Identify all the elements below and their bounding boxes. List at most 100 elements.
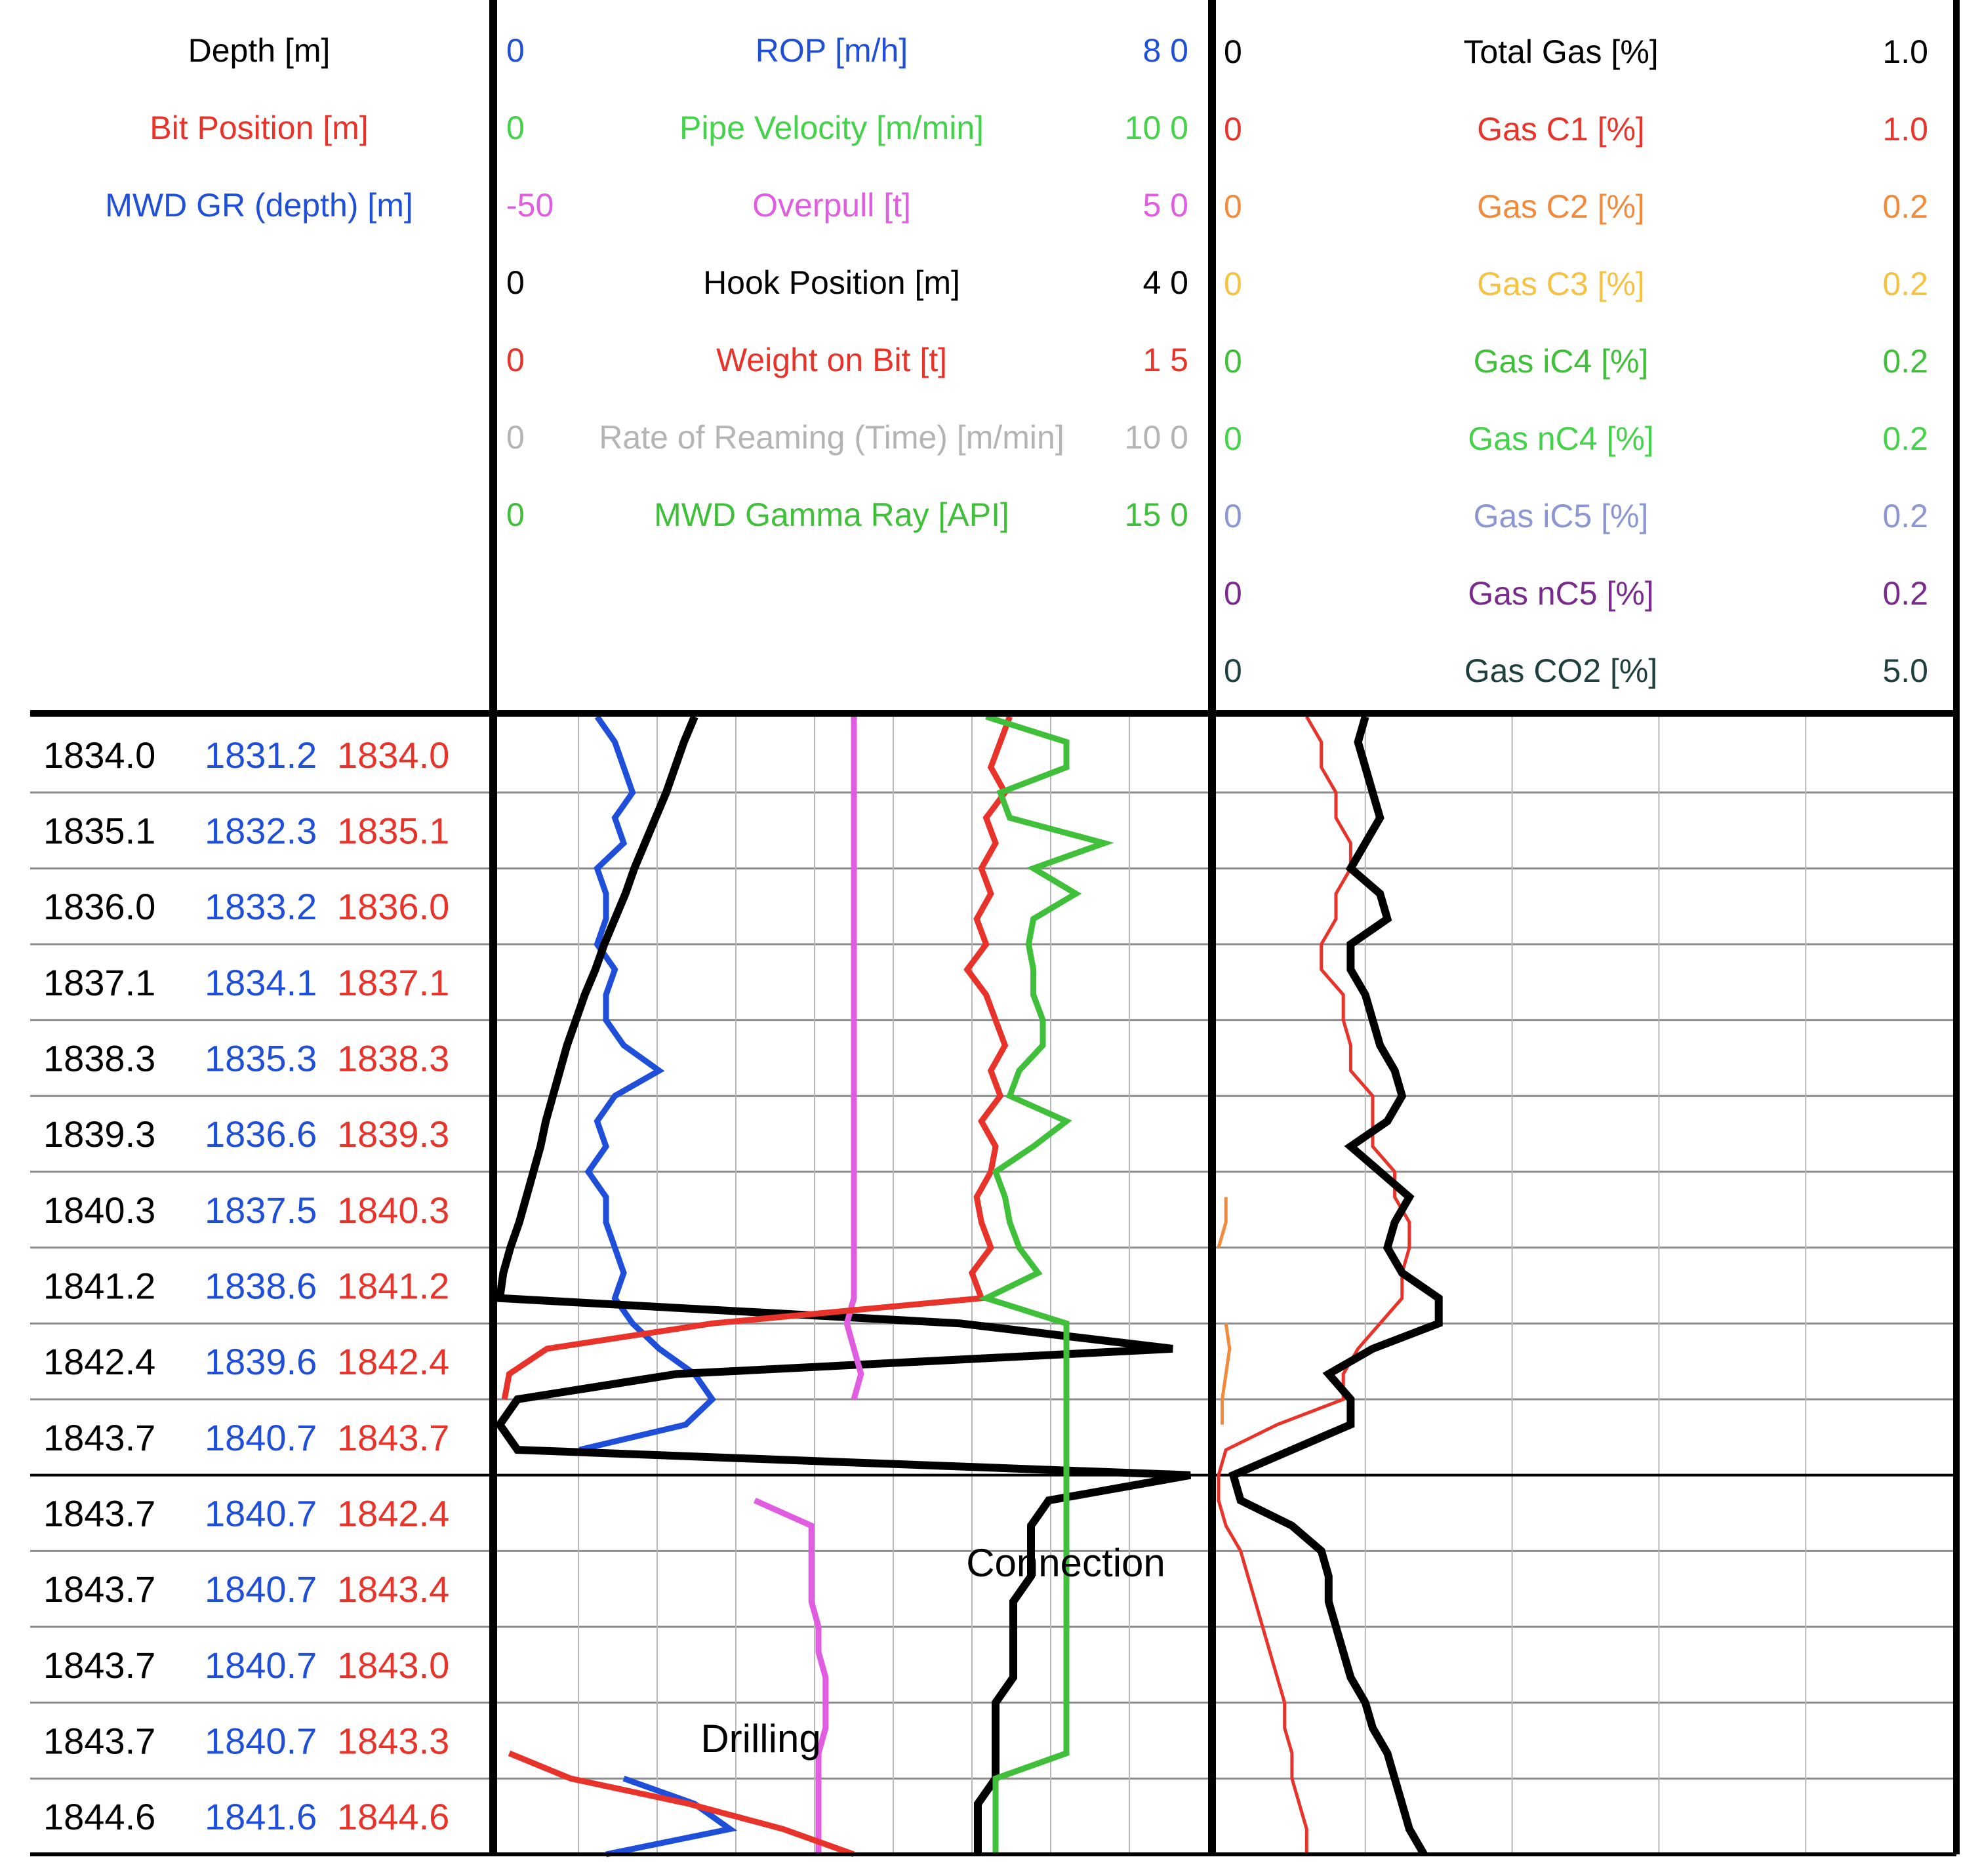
depth-track-header-label: Bit Position [m] bbox=[150, 110, 368, 146]
mwd-gr-depth-value: 1840.7 bbox=[205, 1493, 317, 1534]
curve-name-label: Gas nC4 [%] bbox=[1468, 420, 1653, 457]
curve-total-gas bbox=[1228, 715, 1443, 1857]
depth-value: 1843.7 bbox=[43, 1417, 155, 1458]
bit-position-value: 1844.6 bbox=[337, 1796, 449, 1837]
curve-name-label: Weight on Bit [t] bbox=[716, 342, 947, 378]
curve-weight-on-bit bbox=[501, 715, 1013, 1858]
scale-min-label: 0 bbox=[1224, 111, 1242, 148]
scale-min-label: 0 bbox=[1224, 188, 1242, 225]
scale-max-label: 4 0 bbox=[1142, 264, 1188, 301]
depth-value: 1843.7 bbox=[43, 1645, 155, 1686]
curve-gas-c2 bbox=[1217, 1197, 1232, 1425]
scale-max-label: 0.2 bbox=[1882, 420, 1928, 457]
mwd-gr-depth-value: 1835.3 bbox=[205, 1038, 317, 1079]
scale-max-label: 5.0 bbox=[1882, 652, 1928, 689]
scale-min-label: 0 bbox=[1224, 420, 1242, 457]
frame-layer bbox=[30, 0, 1960, 1856]
scale-max-label: 0.2 bbox=[1882, 575, 1928, 612]
scale-max-label: 10 0 bbox=[1125, 419, 1188, 456]
curves-layer bbox=[495, 713, 1443, 1858]
scale-max-label: 8 0 bbox=[1142, 32, 1188, 69]
scale-max-label: 5 0 bbox=[1142, 187, 1188, 224]
bit-position-value: 1843.7 bbox=[337, 1417, 449, 1458]
curve-rop bbox=[578, 715, 738, 1858]
curve-name-label: Gas nC5 [%] bbox=[1468, 575, 1653, 612]
scale-min-label: 0 bbox=[506, 32, 525, 69]
curve-name-label: Gas C3 [%] bbox=[1477, 266, 1645, 302]
scale-max-label: 1 5 bbox=[1142, 342, 1188, 378]
scale-min-label: -50 bbox=[506, 187, 554, 224]
scale-min-label: 0 bbox=[1224, 266, 1242, 302]
bit-position-value: 1839.3 bbox=[337, 1113, 449, 1155]
drilling-annotation: Drilling bbox=[700, 1717, 820, 1761]
depth-value: 1835.1 bbox=[43, 810, 155, 852]
curve-name-label: Gas C2 [%] bbox=[1477, 188, 1645, 225]
curve-name-label: Gas iC5 [%] bbox=[1474, 498, 1649, 534]
curve-name-label: MWD Gamma Ray [API] bbox=[654, 496, 1009, 533]
scale-min-label: 0 bbox=[506, 419, 525, 456]
mwd-gr-depth-value: 1841.6 bbox=[205, 1796, 317, 1837]
bit-position-value: 1843.3 bbox=[337, 1721, 449, 1762]
scale-min-label: 0 bbox=[506, 496, 525, 533]
bit-position-value: 1840.3 bbox=[337, 1189, 449, 1231]
mwd-gr-depth-value: 1840.7 bbox=[205, 1417, 317, 1458]
curve-name-label: Rate of Reaming (Time) [m/min] bbox=[599, 419, 1064, 456]
depth-value: 1843.7 bbox=[43, 1568, 155, 1610]
curve-name-label: Total Gas [%] bbox=[1463, 33, 1658, 70]
curve-mwd-gamma-ray bbox=[978, 713, 1114, 1854]
curve-name-label: Gas CO2 [%] bbox=[1465, 652, 1658, 689]
bit-position-value: 1841.2 bbox=[337, 1266, 449, 1307]
scale-max-label: 0.2 bbox=[1882, 498, 1928, 534]
curve-name-label: Gas iC4 [%] bbox=[1474, 343, 1649, 380]
mwd-gr-depth-value: 1831.2 bbox=[205, 734, 317, 776]
scale-max-label: 15 0 bbox=[1125, 496, 1188, 533]
mwd-gr-depth-value: 1839.6 bbox=[205, 1341, 317, 1382]
bit-position-value: 1843.0 bbox=[337, 1645, 449, 1686]
scale-max-label: 0.2 bbox=[1882, 343, 1928, 380]
scale-min-label: 0 bbox=[506, 110, 525, 146]
depth-value: 1844.6 bbox=[43, 1796, 155, 1837]
scale-min-label: 0 bbox=[1224, 652, 1242, 689]
scale-max-label: 1.0 bbox=[1882, 33, 1928, 70]
depth-value: 1841.2 bbox=[43, 1266, 155, 1307]
scale-min-label: 0 bbox=[1224, 498, 1242, 534]
bit-position-value: 1843.4 bbox=[337, 1568, 449, 1610]
mwd-gr-depth-value: 1833.2 bbox=[205, 886, 317, 927]
mwd-gr-depth-value: 1837.5 bbox=[205, 1189, 317, 1231]
depth-value: 1839.3 bbox=[43, 1113, 155, 1155]
curve-name-label: Gas C1 [%] bbox=[1477, 111, 1645, 148]
scale-min-label: 0 bbox=[1224, 575, 1242, 612]
bit-position-value: 1836.0 bbox=[337, 886, 449, 927]
mwd-gr-depth-value: 1840.7 bbox=[205, 1568, 317, 1610]
depth-value: 1834.0 bbox=[43, 734, 155, 776]
depth-value: 1838.3 bbox=[43, 1038, 155, 1079]
scale-max-label: 0.2 bbox=[1882, 266, 1928, 302]
curve-name-label: Overpull [t] bbox=[752, 187, 911, 224]
curve-gas-c1 bbox=[1217, 715, 1411, 1854]
bit-position-value: 1834.0 bbox=[337, 734, 449, 776]
curve-overpull bbox=[753, 717, 864, 1854]
depth-value: 1843.7 bbox=[43, 1721, 155, 1762]
connection-annotation: Connection bbox=[966, 1541, 1165, 1585]
bit-position-value: 1838.3 bbox=[337, 1038, 449, 1079]
mwd-gr-depth-value: 1838.6 bbox=[205, 1266, 317, 1307]
depth-track-header-label: Depth [m] bbox=[188, 32, 331, 69]
mwd-gr-depth-value: 1834.1 bbox=[205, 962, 317, 1003]
depth-value: 1837.1 bbox=[43, 962, 155, 1003]
mwd-gr-depth-value: 1832.3 bbox=[205, 810, 317, 852]
depth-value: 1840.3 bbox=[43, 1189, 155, 1231]
depth-column: 1834.0 1831.2 1834.0 1835.1 1832.3 1835.1 1836… bbox=[43, 734, 449, 1837]
bit-position-value: 1837.1 bbox=[337, 962, 449, 1003]
curve-hook-position bbox=[495, 715, 1192, 1854]
scale-max-label: 1.0 bbox=[1882, 111, 1928, 148]
mwd-gr-depth-value: 1840.7 bbox=[205, 1721, 317, 1762]
scale-min-label: 0 bbox=[1224, 33, 1242, 70]
grid-layer bbox=[30, 717, 1956, 1854]
mwd-gr-depth-value: 1836.6 bbox=[205, 1113, 317, 1155]
header-layer: Depth [m] Bit Position [m] MWD GR (depth) … bbox=[105, 32, 1928, 689]
depth-value: 1843.7 bbox=[43, 1493, 155, 1534]
depth-value: 1842.4 bbox=[43, 1341, 155, 1382]
scale-max-label: 10 0 bbox=[1125, 110, 1188, 146]
mwd-gr-depth-value: 1840.7 bbox=[205, 1645, 317, 1686]
